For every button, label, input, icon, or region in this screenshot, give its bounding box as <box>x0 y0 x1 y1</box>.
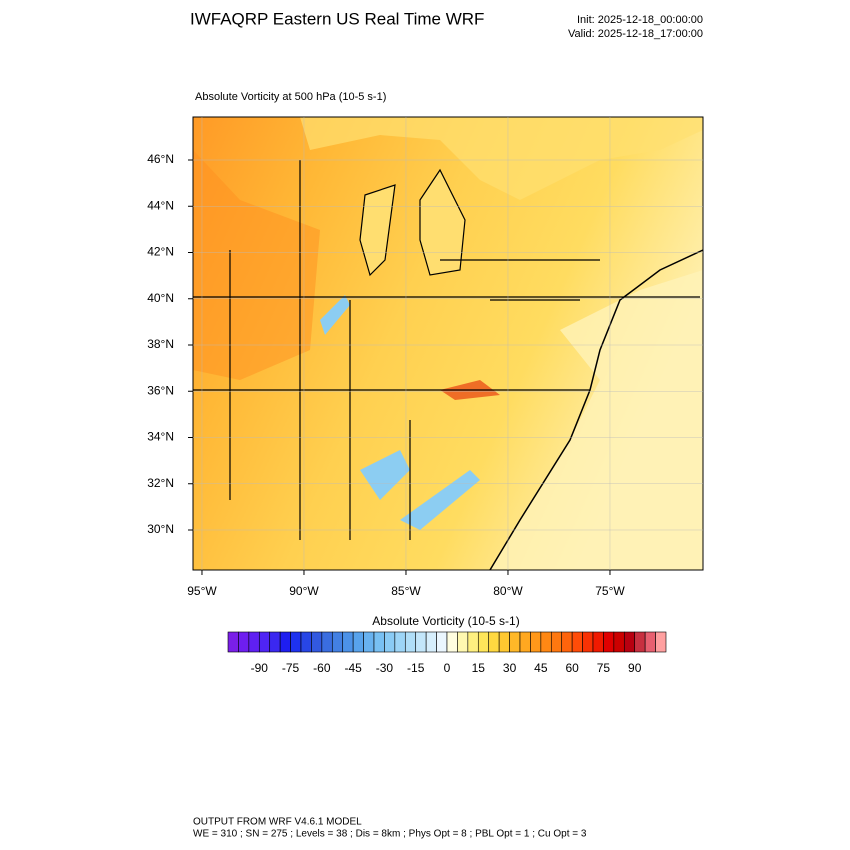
lat-tick-label: 46°N <box>147 152 174 166</box>
colorbar-tick-label: 75 <box>597 661 611 675</box>
colorbar-box <box>561 631 573 653</box>
state-borders <box>193 160 700 540</box>
valid-time: Valid: 2025-12-18_17:00:00 <box>568 28 703 40</box>
colorbar-box <box>352 631 364 653</box>
colorbar-box <box>331 631 344 653</box>
coastline <box>489 249 704 571</box>
colorbar-box <box>311 631 323 653</box>
colorbar-tick-label: -75 <box>282 661 300 675</box>
colorbar-tick-label: -30 <box>376 661 394 675</box>
colorbar-box <box>279 631 291 653</box>
plot-title: Absolute Vorticity at 500 hPa (10-5 s-1) <box>195 91 386 103</box>
colorbar-box <box>623 631 636 653</box>
colorbar-tick-label: -45 <box>344 661 362 675</box>
lon-tick-label: 90°W <box>289 584 319 598</box>
colorbar-tick-label: 60 <box>565 661 579 675</box>
lat-tick-label: 34°N <box>147 430 174 444</box>
colorbar-box <box>613 631 625 653</box>
colorbar-box <box>582 631 594 653</box>
title: IWFAQRP Eastern US Real Time WRF <box>190 9 484 28</box>
colorbar-tick-label: 30 <box>503 661 517 675</box>
colorbar-box <box>300 631 312 653</box>
colorbar-box <box>258 631 271 653</box>
colorbar-tick-label: 15 <box>472 661 486 675</box>
lat-tick-label: 44°N <box>147 198 174 212</box>
colorbar-box <box>425 631 437 653</box>
map <box>192 116 704 571</box>
colorbar-box <box>227 631 239 653</box>
colorbar-box <box>290 631 302 653</box>
colorbar-box <box>321 631 333 653</box>
footer-line: WE = 310 ; SN = 275 ; Levels = 38 ; Dis … <box>193 829 587 840</box>
lat-tick-label: 38°N <box>147 337 174 351</box>
colorbar-box <box>603 631 615 653</box>
colorbar-tick-label: -90 <box>251 661 269 675</box>
map-frame <box>192 116 704 571</box>
colorbar-box <box>363 631 375 653</box>
colorbar-box <box>655 631 667 653</box>
lat-tick-label: 32°N <box>147 476 174 490</box>
colorbar-label: Absolute Vorticity (10-5 s-1) <box>372 614 519 628</box>
lat-tick-label: 30°N <box>147 522 174 536</box>
colorbar-box <box>592 631 604 653</box>
colorbar-box <box>571 631 583 653</box>
high-vorticity <box>193 150 320 380</box>
colorbar-box <box>519 631 531 653</box>
colorbar-box <box>238 631 250 653</box>
canada <box>300 117 703 200</box>
colorbar-box <box>415 631 427 653</box>
lon-tick-label: 85°W <box>391 584 421 598</box>
lat-tick-label: 40°N <box>147 291 174 305</box>
colorbar-box <box>394 631 406 653</box>
colorbar-box <box>477 631 490 653</box>
colorbar-box <box>644 631 656 653</box>
colorbar-box <box>530 631 542 653</box>
colorbar-tick-label: 0 <box>444 661 451 675</box>
colorbar-box <box>373 631 385 653</box>
colorbar-box <box>457 631 469 653</box>
lon-tick-label: 80°W <box>493 584 523 598</box>
init-time: Init: 2025-12-18_00:00:00 <box>577 14 703 26</box>
colorbar-box <box>436 631 448 653</box>
colorbar-box <box>550 631 563 653</box>
colorbar-tick-label: -15 <box>407 661 425 675</box>
colorbar-box <box>634 631 646 653</box>
colorbar-tick-label: -60 <box>313 661 331 675</box>
colorbar-box <box>269 631 281 653</box>
colorbar-box <box>342 631 354 653</box>
colorbar-box <box>498 631 510 653</box>
lon-tick-label: 95°W <box>187 584 217 598</box>
colorbar-box <box>404 631 417 653</box>
lat-tick-label: 36°N <box>147 383 174 397</box>
great-lakes <box>359 168 466 277</box>
negative-vorticity <box>320 295 480 530</box>
colorbar-tick-label: 45 <box>534 661 548 675</box>
lon-tick-label: 75°W <box>595 584 625 598</box>
colorbar-box <box>488 631 500 653</box>
colorbar-box <box>540 631 552 653</box>
colorbar-box <box>384 631 396 653</box>
colorbar-box <box>509 631 521 653</box>
colorbar-box <box>467 631 479 653</box>
lat-tick-label: 42°N <box>147 245 174 259</box>
colorbar-tick-label: 90 <box>628 661 642 675</box>
colorbar-box <box>248 631 260 653</box>
footer-line: OUTPUT FROM WRF V4.6.1 MODEL <box>193 817 362 828</box>
colorbar-box <box>446 631 458 653</box>
